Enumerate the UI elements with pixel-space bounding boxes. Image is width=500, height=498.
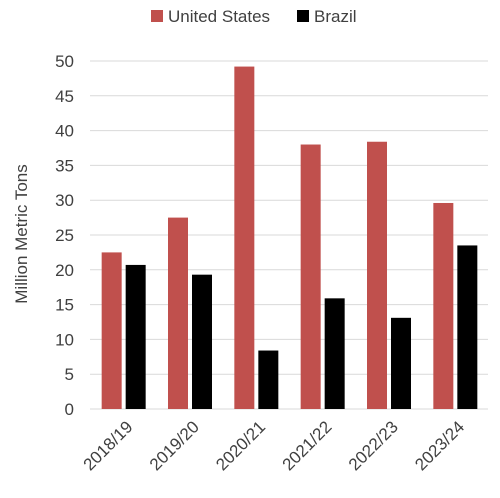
y-tick-label: 15: [55, 296, 74, 315]
y-tick-label: 25: [55, 226, 74, 245]
bar-brazil-2020-21: [258, 350, 279, 409]
x-tick-label: 2019/20: [146, 417, 203, 474]
legend-label-united-states: United States: [168, 7, 270, 26]
bar-united-states-2019-20: [168, 217, 188, 409]
bar-brazil-2019-20: [192, 274, 212, 409]
y-tick-label: 20: [55, 261, 74, 280]
x-axis-ticks: 2018/19 2019/20 2020/21 2021/22 2022/23 2023/…: [80, 417, 469, 474]
y-tick-label: 40: [55, 122, 74, 141]
y-axis-ticks: 0 5 10 15 20 25 30 35 40 45 50: [55, 52, 74, 419]
x-tick-label: 2023/24: [411, 417, 468, 474]
bar-brazil-2021-22: [324, 298, 345, 409]
x-tick-label: 2021/22: [279, 417, 336, 474]
bar-brazil-2023-24: [457, 245, 478, 409]
x-tick-label: 2022/23: [345, 417, 402, 474]
y-tick-label: 10: [55, 330, 74, 349]
y-tick-label: 0: [65, 400, 74, 419]
y-tick-label: 5: [65, 365, 74, 384]
bar-united-states-2018-19: [101, 252, 122, 409]
legend-swatch-united-states: [151, 10, 163, 22]
x-tick-label: 2020/21: [212, 417, 269, 474]
y-tick-label: 35: [55, 156, 74, 175]
legend-swatch-brazil: [297, 10, 309, 22]
y-tick-label: 30: [55, 191, 74, 210]
y-axis-title: Million Metric Tons: [12, 164, 31, 304]
legend-label-brazil: Brazil: [314, 7, 357, 26]
y-tick-label: 50: [55, 52, 74, 71]
gridlines: [90, 60, 488, 410]
x-tick-label: 2018/19: [80, 417, 137, 474]
bar-united-states-2023-24: [433, 202, 454, 409]
bar-brazil-2022-23: [391, 317, 411, 409]
bar-brazil-2018-19: [125, 264, 146, 409]
bars: [101, 66, 478, 410]
legend: United States Brazil: [151, 7, 357, 26]
bar-united-states-2021-22: [300, 144, 321, 409]
y-tick-label: 45: [55, 87, 74, 106]
bar-united-states-2020-21: [234, 66, 255, 410]
bar-united-states-2022-23: [367, 141, 387, 409]
